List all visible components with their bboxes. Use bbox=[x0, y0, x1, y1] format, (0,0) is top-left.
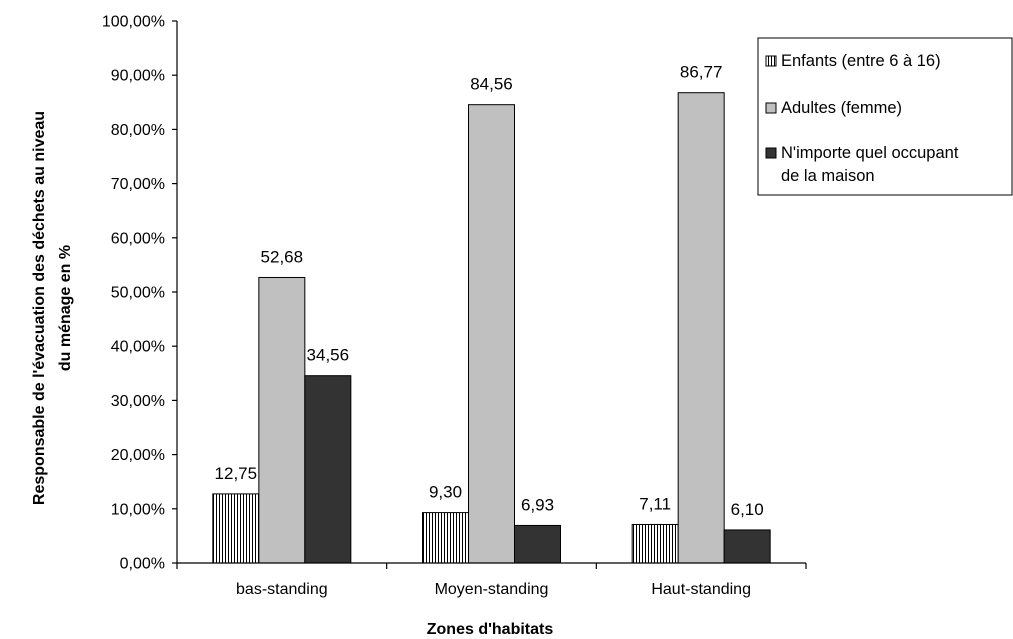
legend-item-adultes: Adultes (femme) bbox=[765, 99, 902, 117]
y-tick-label: 80,00% bbox=[111, 122, 165, 139]
y-tick-label: 90,00% bbox=[111, 68, 165, 85]
x-axis-title: Zones d'habitats bbox=[427, 621, 554, 638]
y-axis-ticks: 0,00% 10,00% 20,00% 30,00% 40,00% 50,00% 60,00… bbox=[102, 14, 177, 573]
bar-haut-standing-series-3 bbox=[723, 529, 771, 564]
bar-bas-standing-series-1 bbox=[212, 493, 260, 564]
data-label: 12,75 bbox=[215, 464, 258, 483]
y-tick-label: 50,00% bbox=[111, 285, 165, 302]
data-label: 34,56 bbox=[307, 346, 350, 365]
legend-label-occupant-line-1: N'importe quel occupant bbox=[781, 144, 959, 162]
legend-label-enfants: Enfants (entre 6 à 16) bbox=[781, 52, 941, 70]
y-tick-label: 20,00% bbox=[111, 447, 165, 464]
data-labels: 12,75 52,68 34,56 9,30 84,56 6,93 7,11 86,77 6,1… bbox=[215, 63, 764, 519]
data-label: 7,11 bbox=[639, 494, 671, 513]
bar-moyen-standing-series-1 bbox=[422, 512, 469, 564]
bar-bas-standing-series-2 bbox=[258, 276, 306, 564]
y-tick-label: 60,00% bbox=[111, 230, 165, 247]
legend-label-adultes: Adultes (femme) bbox=[781, 99, 902, 117]
x-tick-label: bas-standing bbox=[236, 581, 328, 598]
legend-swatch-enfants bbox=[765, 55, 777, 67]
y-tick-label: 0,00% bbox=[120, 556, 165, 573]
data-label: 6,10 bbox=[731, 500, 764, 519]
legend-item-enfants: Enfants (entre 6 à 16) bbox=[765, 52, 941, 70]
data-label: 9,30 bbox=[429, 483, 462, 502]
data-label: 6,93 bbox=[521, 495, 554, 514]
legend: Enfants (entre 6 à 16) Adultes (femme) N… bbox=[757, 37, 1013, 196]
bar-bas-standing-series-3 bbox=[304, 375, 352, 564]
legend-item-occupant: N'importe quel occupant de la maison bbox=[765, 144, 959, 185]
legend-box bbox=[757, 37, 1013, 196]
legend-swatch-adultes bbox=[765, 102, 777, 114]
y-axis-title-line-2: du ménage en % bbox=[57, 245, 74, 371]
y-tick-label: 30,00% bbox=[111, 393, 165, 410]
bar-moyen-standing-series-3 bbox=[514, 524, 561, 564]
bar-haut-standing-series-2 bbox=[677, 92, 725, 564]
legend-label-occupant-line-2: de la maison bbox=[781, 167, 875, 185]
y-axis-title: Responsable de l'évacuation des déchets … bbox=[31, 111, 74, 505]
x-axis-ticks: bas-standing Moyen-standing Haut-standing bbox=[176, 563, 807, 598]
x-tick-label: Moyen-standing bbox=[435, 581, 549, 598]
x-tick-label: Haut-standing bbox=[651, 581, 751, 598]
y-tick-label: 70,00% bbox=[111, 176, 165, 193]
legend-swatch-occupant bbox=[765, 147, 777, 159]
data-label: 52,68 bbox=[261, 247, 304, 266]
data-label: 86,77 bbox=[680, 63, 723, 82]
bar-haut-standing-series-1 bbox=[631, 523, 679, 564]
bars bbox=[212, 92, 771, 564]
bar-moyen-standing-series-2 bbox=[468, 104, 515, 564]
y-tick-label: 10,00% bbox=[111, 501, 165, 518]
y-axis-title-line-1: Responsable de l'évacuation des déchets … bbox=[31, 111, 48, 505]
data-label: 84,56 bbox=[470, 75, 513, 94]
y-tick-label: 40,00% bbox=[111, 339, 165, 356]
y-tick-label: 100,00% bbox=[102, 14, 165, 31]
